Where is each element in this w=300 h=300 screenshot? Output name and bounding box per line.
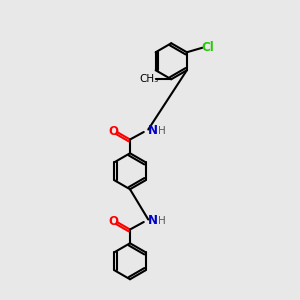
Text: N: N (148, 124, 158, 137)
Text: O: O (109, 125, 119, 138)
Text: H: H (158, 216, 166, 226)
Text: Cl: Cl (202, 41, 214, 54)
Text: O: O (109, 215, 119, 228)
Text: N: N (148, 214, 158, 227)
Text: CH₃: CH₃ (140, 74, 159, 84)
Text: H: H (158, 126, 166, 136)
